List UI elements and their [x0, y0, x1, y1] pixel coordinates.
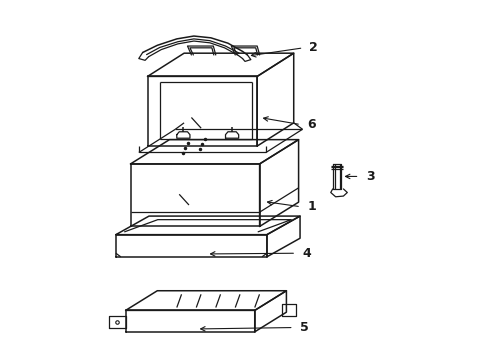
- Text: 6: 6: [307, 118, 316, 131]
- Text: 1: 1: [307, 200, 316, 213]
- Text: 3: 3: [366, 170, 374, 183]
- Text: 4: 4: [302, 247, 311, 260]
- Text: 5: 5: [300, 321, 309, 334]
- Text: 2: 2: [309, 41, 318, 54]
